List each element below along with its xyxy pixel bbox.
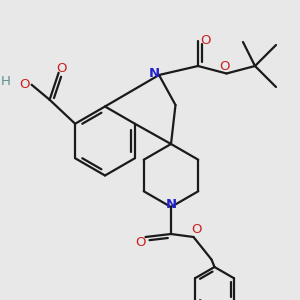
- Text: N: N: [165, 197, 177, 211]
- Text: O: O: [220, 59, 230, 73]
- Text: O: O: [136, 236, 146, 250]
- Text: O: O: [200, 34, 211, 47]
- Text: O: O: [191, 223, 202, 236]
- Text: O: O: [19, 78, 29, 91]
- Text: N: N: [149, 67, 160, 80]
- Text: H: H: [1, 75, 11, 88]
- Text: O: O: [56, 62, 67, 75]
